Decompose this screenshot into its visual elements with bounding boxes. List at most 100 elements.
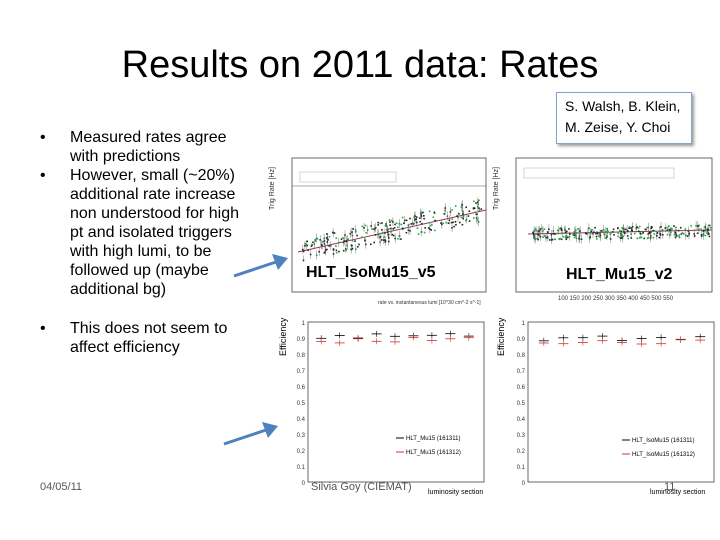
data-point — [666, 233, 669, 236]
data-point — [316, 238, 319, 240]
authors-box: S. Walsh, B. Klein, M. Zeise, Y. Choi — [556, 92, 692, 144]
data-point — [652, 236, 655, 239]
data-point — [659, 233, 661, 235]
efficiency-plot-right: Efficiency 1 0.9 0.8 0.7 0.6 0.5 0.4 0.3… — [494, 316, 720, 498]
data-point — [631, 229, 633, 231]
data-point — [575, 232, 578, 234]
ytick-label: 1 — [302, 321, 306, 327]
data-point — [465, 219, 467, 222]
data-point — [361, 225, 364, 228]
data-point — [565, 235, 567, 237]
data-point — [619, 229, 621, 232]
data-point — [551, 238, 554, 241]
data-point — [633, 232, 636, 235]
data-point — [455, 224, 457, 226]
data-point — [676, 234, 678, 237]
ytick-label: 0.4 — [517, 417, 526, 423]
data-point — [560, 238, 563, 241]
arrow-icon — [223, 422, 278, 446]
svg-text:Trig Rate [Hz]: Trig Rate [Hz] — [493, 167, 500, 210]
data-point — [575, 234, 577, 237]
legend-entry: HLT_IsoMu15 (161311) — [632, 438, 694, 444]
data-point — [622, 235, 624, 237]
data-point — [638, 237, 641, 239]
data-point — [646, 226, 648, 229]
data-point — [665, 226, 668, 229]
data-point — [333, 232, 336, 234]
data-point — [465, 206, 467, 209]
data-point — [678, 234, 681, 236]
data-point — [621, 226, 623, 229]
data-point — [656, 232, 659, 234]
slide-title-text: Results on 2011 data: Rates — [121, 44, 599, 86]
data-point — [624, 228, 627, 231]
data-point — [679, 226, 682, 229]
data-point — [428, 222, 431, 224]
data-point — [326, 233, 328, 235]
ytick-label: 0.3 — [297, 433, 306, 439]
ytick-label: 1 — [522, 321, 526, 327]
data-point — [688, 232, 691, 235]
data-point — [450, 221, 453, 224]
data-point — [393, 227, 396, 229]
data-point — [568, 228, 570, 230]
data-point — [666, 229, 669, 231]
data-point — [352, 228, 354, 230]
ytick-label: 0.7 — [517, 369, 526, 375]
data-point — [342, 237, 344, 239]
efficiency-points — [316, 330, 474, 346]
data-point — [434, 219, 437, 222]
data-point — [310, 245, 313, 247]
data-point — [381, 222, 383, 224]
data-point — [543, 228, 546, 230]
data-point — [535, 228, 537, 231]
data-point — [627, 230, 629, 232]
data-point — [400, 238, 402, 240]
data-point — [696, 232, 699, 235]
data-point — [622, 229, 625, 232]
data-point — [392, 234, 395, 237]
data-point — [350, 248, 352, 251]
data-point — [460, 216, 463, 219]
data-point — [674, 232, 677, 234]
data-point — [410, 223, 413, 225]
data-point — [708, 232, 710, 235]
trigger-label-mu15: HLT_Mu15_v2 — [566, 266, 673, 283]
data-point — [358, 243, 360, 246]
data-point — [702, 230, 705, 232]
ytick-label: 0.8 — [297, 353, 306, 359]
data-point — [384, 239, 386, 241]
data-point — [407, 224, 409, 227]
data-point — [454, 221, 457, 223]
data-point — [708, 235, 711, 238]
authors-line-1: S. Walsh, B. Klein, — [565, 98, 681, 114]
svg-text:100 150 200 250 300 350: 100 150 200 250 300 350 400 450 500 550 — [558, 296, 674, 302]
data-point — [596, 231, 598, 233]
ytick-label: 0.9 — [297, 337, 306, 343]
data-point — [423, 215, 425, 217]
ytick-label: 0.6 — [517, 385, 526, 391]
data-point — [621, 236, 623, 239]
data-point — [546, 237, 549, 239]
data-point — [552, 232, 555, 235]
data-point — [342, 249, 345, 252]
ytick-label: 0.8 — [517, 353, 526, 359]
data-point — [373, 241, 375, 244]
data-point — [636, 237, 638, 240]
data-point — [451, 209, 453, 211]
data-point — [389, 224, 391, 226]
data-point — [433, 211, 436, 214]
data-point — [306, 244, 309, 247]
data-point — [356, 234, 358, 237]
data-point — [636, 226, 638, 228]
data-point — [323, 252, 326, 254]
rate-plot-mu15: Trig Rate [Hz] HLT_Mu15_v2 100 150 200 2… — [488, 150, 720, 312]
data-point — [560, 227, 562, 230]
data-point — [648, 232, 651, 235]
legend-entry: HLT_IsoMu15 (161312) — [632, 452, 695, 458]
data-point — [706, 232, 708, 234]
data-point — [539, 228, 541, 230]
data-point — [643, 237, 645, 240]
data-point — [452, 221, 454, 224]
data-point — [370, 243, 372, 246]
